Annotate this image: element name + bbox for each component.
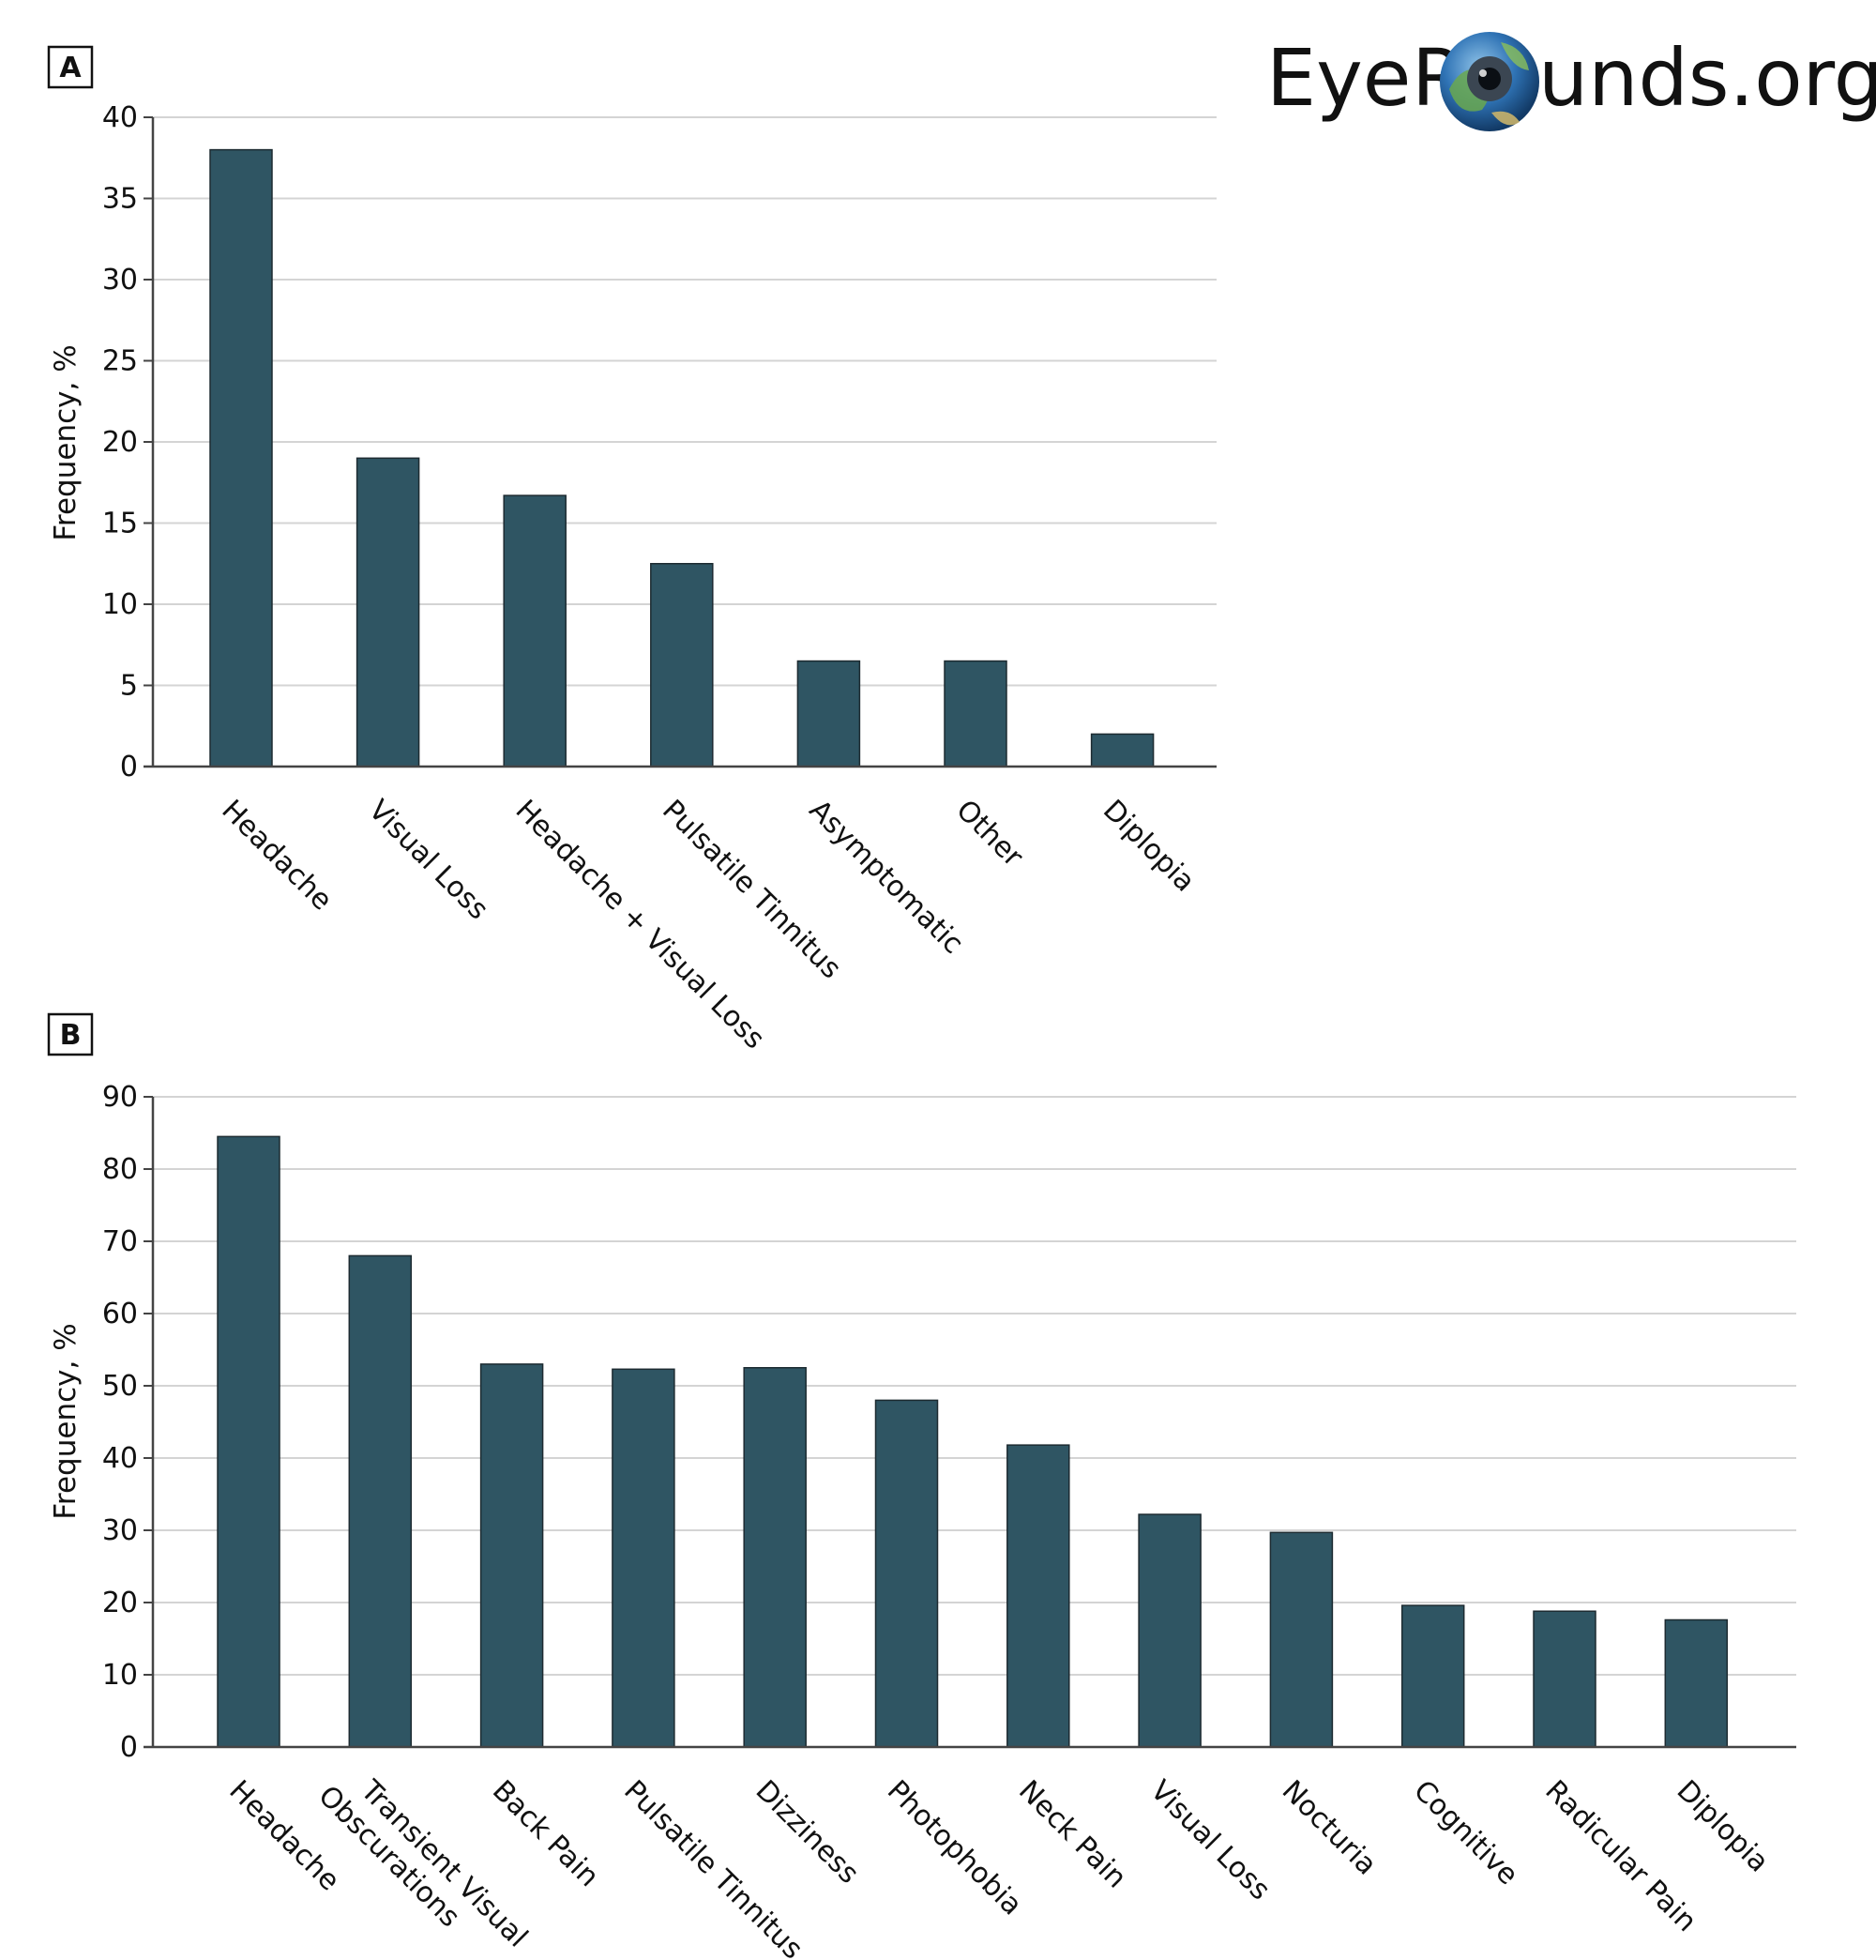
y-tick-label: 60 bbox=[102, 1298, 138, 1330]
panel-a-y-axis-title: Frequency, % bbox=[49, 344, 83, 540]
category-label: Photophobia bbox=[881, 1774, 1029, 1922]
panel-a-label-box bbox=[47, 45, 94, 89]
panel-b-bars bbox=[217, 1135, 1729, 1748]
y-tick-label: 70 bbox=[102, 1225, 138, 1258]
logo-text-unds: unds.org bbox=[1538, 32, 1876, 124]
y-tick-label: 90 bbox=[102, 1081, 138, 1114]
bar-pulsatile-tinnitus bbox=[612, 1368, 675, 1748]
y-tick-label: 50 bbox=[102, 1370, 138, 1403]
bar-diplopia bbox=[1664, 1618, 1729, 1748]
bar-cognitive bbox=[1400, 1604, 1465, 1748]
bar-diplopia bbox=[1090, 733, 1155, 767]
panel-b: B Frequency, % 0 10 20 30 40 50 60 70 80 90 Heada… bbox=[47, 1012, 1796, 1960]
panel-b-gridlines bbox=[153, 1096, 1796, 1676]
category-label: Cognitive bbox=[1407, 1774, 1524, 1892]
y-tick-label: 30 bbox=[102, 264, 138, 296]
y-tick-label: 5 bbox=[120, 670, 138, 703]
bar-radicular-pain bbox=[1533, 1610, 1596, 1748]
bar-pulsatile-tinnitus bbox=[650, 563, 714, 767]
bar-visual-loss bbox=[1138, 1513, 1202, 1748]
y-tick-label: 35 bbox=[102, 183, 138, 216]
logo-text-eye: Eye bbox=[1266, 32, 1411, 124]
bar-asymptomatic bbox=[796, 660, 861, 767]
panel-a: A Frequency, % 0 5 10 15 20 25 30 35 40 Headache… bbox=[47, 45, 1217, 1056]
category-label: Headache + Visual Loss bbox=[509, 794, 771, 1056]
bar-dizziness bbox=[743, 1367, 807, 1748]
category-label: Back Pain bbox=[486, 1774, 605, 1893]
category-label: Visual Loss bbox=[1143, 1774, 1276, 1907]
panel-b-label-box bbox=[47, 1012, 94, 1056]
category-label: Asymptomatic bbox=[803, 794, 970, 961]
eyerounds-logo: Eye R unds.org bbox=[1266, 32, 1876, 131]
bar-other bbox=[944, 660, 1007, 767]
bar-headache bbox=[209, 148, 273, 767]
category-label: Neck Pain bbox=[1012, 1774, 1133, 1895]
category-label: Diplopia bbox=[1097, 794, 1202, 899]
y-tick-label: 0 bbox=[120, 751, 138, 783]
panel-b-y-axis-title: Frequency, % bbox=[49, 1323, 83, 1519]
panel-b-axes bbox=[144, 1097, 1796, 1749]
y-tick-label: 10 bbox=[102, 588, 138, 621]
y-tick-label: 25 bbox=[102, 345, 138, 378]
bar-visual-loss bbox=[356, 457, 420, 767]
panel-b-letter: B bbox=[60, 1019, 82, 1052]
category-label: Other bbox=[949, 794, 1029, 874]
panel-a-y-ticks: 0 5 10 15 20 25 30 35 40 bbox=[102, 101, 153, 783]
panel-b-y-ticks: 0 10 20 30 40 50 60 70 80 90 bbox=[102, 1081, 153, 1764]
bar-headache-visual-loss bbox=[503, 494, 567, 767]
category-label: Visual Loss bbox=[362, 794, 494, 926]
panel-a-category-labels: Headache Visual Loss Headache + Visual Los… bbox=[215, 794, 1201, 1056]
panel-a-axes bbox=[144, 117, 1217, 768]
y-tick-label: 80 bbox=[102, 1153, 138, 1186]
y-tick-label: 20 bbox=[102, 426, 138, 459]
y-tick-label: 20 bbox=[102, 1587, 138, 1619]
globe-eye-icon bbox=[1440, 32, 1539, 131]
y-tick-label: 0 bbox=[120, 1731, 138, 1764]
panel-a-bars bbox=[209, 148, 1155, 767]
y-tick-label: 40 bbox=[102, 1442, 138, 1475]
y-tick-label: 30 bbox=[102, 1514, 138, 1547]
category-label: Dizziness bbox=[749, 1774, 866, 1891]
panel-b-category-labels: Headache Transient VisualObscurations Back… bbox=[222, 1773, 1776, 1960]
category-label: Nocturia bbox=[1276, 1774, 1384, 1882]
y-tick-label: 40 bbox=[102, 101, 138, 134]
bar-nocturia bbox=[1269, 1531, 1334, 1748]
y-tick-label: 15 bbox=[102, 508, 138, 540]
bar-photophobia bbox=[874, 1399, 939, 1748]
bar-headache bbox=[217, 1135, 280, 1748]
bar-back-pain bbox=[479, 1363, 544, 1748]
category-label: Diplopia bbox=[1671, 1774, 1776, 1879]
y-tick-label: 10 bbox=[102, 1659, 138, 1692]
bar-transient-visual-obscurations bbox=[348, 1254, 413, 1748]
category-label: Headache bbox=[215, 794, 338, 917]
panel-a-letter: A bbox=[59, 52, 82, 84]
bar-neck-pain bbox=[1006, 1444, 1070, 1748]
